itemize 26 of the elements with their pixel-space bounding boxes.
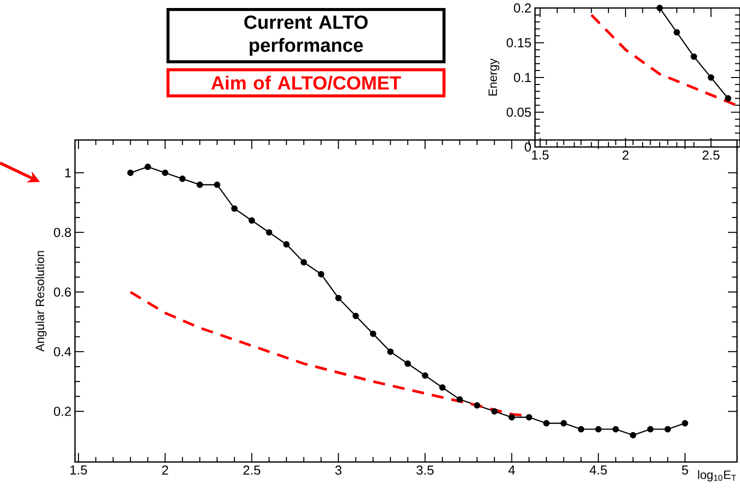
x-tick-label: 2 xyxy=(162,466,168,475)
y-tick-label: 0.15 xyxy=(506,38,531,48)
y-tick-label: 0.6 xyxy=(54,287,71,297)
text: Aim of ALTO/COMET xyxy=(211,76,401,90)
y-tick-label: 0.8 xyxy=(54,228,71,238)
y-axis-title: Angular Resolution xyxy=(35,251,47,352)
x-tick-label: 5 xyxy=(682,466,688,475)
x-tick-label: 1.5 xyxy=(70,466,87,475)
x-tick-label: 3 xyxy=(335,466,342,475)
x-tick-label: 2.5 xyxy=(243,466,260,475)
x-tick-label: 4.5 xyxy=(590,466,607,475)
y-tick-label: 0.2 xyxy=(514,3,531,13)
x-tick-label: 4 xyxy=(508,466,515,474)
x-tick-label: 2.5 xyxy=(702,150,720,160)
y-axis-title: Energy xyxy=(488,58,500,96)
y-tick-label: 0.05 xyxy=(506,108,531,117)
text: Current ALTO performance xyxy=(244,15,368,56)
x-tick-label: 3.5 xyxy=(416,466,434,475)
x-axis-title: log$_{10}$E$_{T}$ xyxy=(698,470,736,482)
y-tick-label: 0 xyxy=(524,142,531,152)
x-tick-label: 1.5 xyxy=(532,150,549,160)
y-tick-label: 0.1 xyxy=(514,72,531,82)
x-tick-label: 2 xyxy=(622,150,629,160)
y-tick-label: 0.4 xyxy=(54,347,72,356)
y-tick-label: 1 xyxy=(65,168,71,178)
y-tick-label: 0.2 xyxy=(54,406,71,416)
